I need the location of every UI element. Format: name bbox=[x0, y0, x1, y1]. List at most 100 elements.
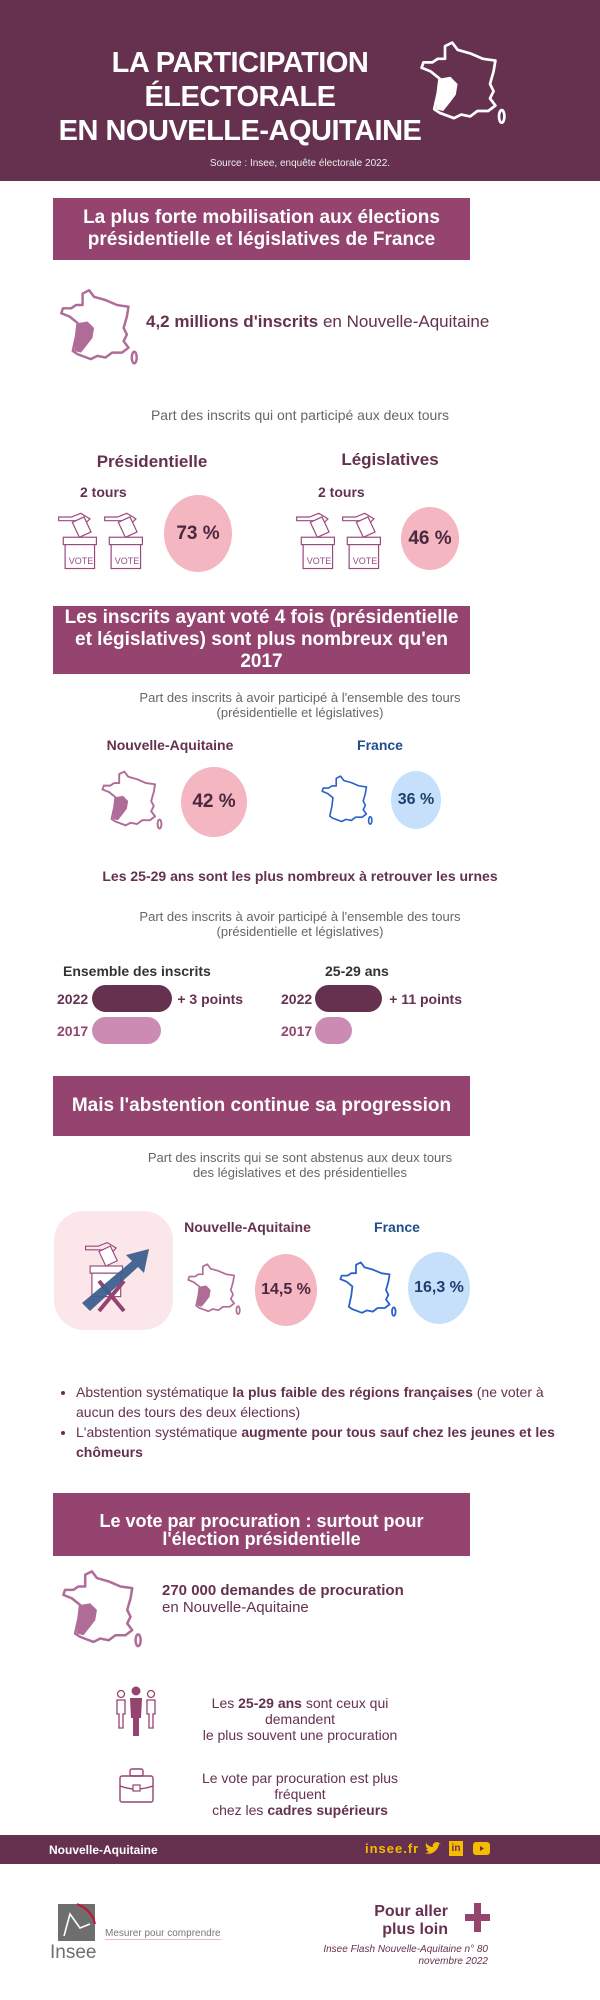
procuration-stat: 270 000 demandes de procuration en Nouvel… bbox=[162, 1582, 404, 1616]
ensemble-subtitle: Part des inscrits à avoir participé à l'… bbox=[0, 690, 600, 720]
na-ensemble-value: 42 % bbox=[181, 767, 247, 837]
france-map-icon bbox=[418, 30, 508, 138]
group-label: 25-29 ans bbox=[325, 963, 389, 979]
subtitle-line: Part des inscrits qui se sont abstenus a… bbox=[147, 1150, 453, 1165]
nouvelle-aquitaine-map-icon bbox=[58, 283, 140, 373]
header bbox=[0, 0, 600, 181]
bar-group-ensemble: Ensemble des inscrits 2022 + 3 points 201… bbox=[57, 963, 287, 1044]
presidentielle-value: 73 % bbox=[164, 495, 232, 572]
france-ensemble-value: 36 % bbox=[391, 771, 441, 829]
presidentielle-tours: 2 tours bbox=[80, 484, 127, 500]
abstention-rising-icon bbox=[82, 1242, 149, 1313]
abstention-subtitle: Part des inscrits qui se sont abstenus a… bbox=[0, 1150, 600, 1180]
bar-2017 bbox=[92, 1017, 161, 1044]
france-map-icon bbox=[320, 770, 374, 832]
bullet-bold: augmente pour tous sauf chez les jeunes … bbox=[76, 1424, 555, 1460]
legislatives-tours: 2 tours bbox=[318, 484, 365, 500]
ballot-box-icon: VOTE bbox=[293, 508, 339, 572]
svg-text:VOTE: VOTE bbox=[69, 556, 94, 566]
twitter-icon[interactable] bbox=[424, 1842, 441, 1857]
cadres-text: Le vote par procuration est plus fréquen… bbox=[201, 1770, 399, 1802]
inscrits-region: en Nouvelle-Aquitaine bbox=[318, 312, 490, 331]
svg-text:VOTE: VOTE bbox=[307, 556, 332, 566]
more-text: plus loin bbox=[382, 1921, 448, 1938]
section-banner-procuration: Le vote par procuration : surtout pour l… bbox=[53, 1493, 470, 1556]
ref-text: novembre 2022 bbox=[418, 1956, 489, 1967]
ballot-box-icon: VOTE bbox=[339, 508, 385, 572]
ballot-box-icon: VOTE bbox=[101, 508, 147, 572]
section-banner-mobilisation: La plus forte mobilisation aux élections… bbox=[53, 198, 470, 260]
ref-text: Insee Flash Nouvelle-Aquitaine n° 80 bbox=[323, 1944, 488, 1955]
ballot-box-icon: VOTE bbox=[55, 508, 101, 572]
bar-2022 bbox=[92, 985, 173, 1012]
more-text: Pour aller bbox=[374, 1903, 448, 1920]
section-banner-abstention: Mais l'abstention continue sa progressio… bbox=[53, 1076, 470, 1136]
subtitle-line: des législatives et des présidentielles bbox=[193, 1165, 407, 1180]
headline-25-29: Les 25-29 ans sont les plus nombreux à r… bbox=[102, 868, 498, 884]
subtitle-line: Part des inscrits à avoir participé à l'… bbox=[139, 690, 461, 705]
year-label: 2022 bbox=[281, 990, 313, 1007]
na-label: Nouvelle-Aquitaine bbox=[106, 737, 234, 753]
inscrits-count: 4,2 millions d'inscrits bbox=[146, 312, 319, 331]
cadres-stat: Le vote par procuration est plus fréquen… bbox=[175, 1770, 425, 1818]
people-icon bbox=[116, 1686, 156, 1736]
age-text: sont ceux qui demandent bbox=[264, 1695, 389, 1727]
inscrits-stat: 4,2 millions d'inscrits en Nouvelle-Aqui… bbox=[146, 312, 489, 332]
svg-text:VOTE: VOTE bbox=[115, 556, 140, 566]
bullet-bold: la plus faible des régions françaises bbox=[232, 1384, 473, 1400]
footer-region: Nouvelle-Aquitaine bbox=[49, 1843, 158, 1857]
abstention-icon-box bbox=[54, 1211, 173, 1330]
bullet-text: (ne voter à aucun des tours des deux éle… bbox=[76, 1384, 544, 1420]
insee-link[interactable]: insee.fr bbox=[365, 1841, 420, 1856]
linkedin-icon[interactable]: in bbox=[449, 1841, 463, 1856]
footer-bar bbox=[0, 1835, 600, 1864]
bar-group-25-29: 25-29 ans 2022 + 11 points 2017 bbox=[281, 963, 511, 1044]
france-abstention-value: 16,3 % bbox=[408, 1252, 470, 1324]
subtitle-line: (présidentielle et législatives) bbox=[216, 705, 384, 720]
bullet-text: Abstention systématique bbox=[76, 1384, 233, 1400]
bullet-item: L'abstention systématique augmente pour … bbox=[76, 1422, 562, 1462]
svg-text:VOTE: VOTE bbox=[353, 556, 378, 566]
age-stat: Les 25-29 ans sont ceux qui demandent le … bbox=[180, 1695, 420, 1743]
age-text: Les bbox=[211, 1695, 239, 1711]
delta-label: + 11 points bbox=[389, 990, 462, 1007]
bullet-item: Abstention systématique la plus faible d… bbox=[76, 1382, 562, 1422]
briefcase-icon bbox=[119, 1768, 154, 1803]
participation-subtitle: Part des inscrits qui ont participé aux … bbox=[150, 407, 450, 423]
nouvelle-aquitaine-map-icon bbox=[60, 1566, 144, 1654]
pour-aller-plus-loin-link[interactable]: Pour aller plus loin bbox=[360, 1903, 448, 1939]
year-label: 2017 bbox=[281, 1022, 313, 1039]
cadres-text: chez les bbox=[212, 1802, 268, 1818]
insee-tagline: Mesurer pour comprendre bbox=[105, 1928, 221, 1940]
year-label: 2022 bbox=[57, 990, 89, 1007]
title-line-1: LA PARTICIPATION ÉLECTORALE bbox=[111, 47, 369, 113]
youtube-icon[interactable] bbox=[473, 1842, 490, 1855]
publication-reference: Insee Flash Nouvelle-Aquitaine n° 80 nove… bbox=[288, 1944, 488, 1968]
presidentielle-label: Présidentielle bbox=[96, 452, 208, 471]
abstention-bullets: Abstention systématique la plus faible d… bbox=[62, 1382, 562, 1462]
subtitle-line: (présidentielle et législatives) bbox=[216, 924, 384, 939]
france-label: France bbox=[374, 1219, 420, 1235]
france-map-icon bbox=[338, 1259, 398, 1321]
nouvelle-aquitaine-map-icon bbox=[186, 1260, 242, 1320]
bar-2022 bbox=[315, 985, 383, 1012]
cadres-bold: cadres supérieurs bbox=[267, 1802, 388, 1818]
nouvelle-aquitaine-map-icon bbox=[100, 765, 164, 837]
legislatives-value: 46 % bbox=[401, 507, 459, 570]
age-bold: 25-29 ans bbox=[238, 1695, 302, 1711]
bullet-text: L'abstention systématique bbox=[76, 1424, 242, 1440]
svg-text:Insee: Insee bbox=[50, 1942, 96, 1960]
subtitle-line: Part des inscrits à avoir participé à l'… bbox=[139, 909, 461, 924]
section-banner-4-fois: Les inscrits ayant voté 4 fois (présiden… bbox=[53, 606, 470, 674]
procuration-count: 270 000 demandes de procuration bbox=[162, 1582, 404, 1599]
page-title: LA PARTICIPATION ÉLECTORALE EN NOUVELLE-A… bbox=[30, 46, 450, 148]
insee-logo: Insee bbox=[50, 1903, 96, 1960]
title-line-2: EN NOUVELLE-AQUITAINE bbox=[58, 115, 422, 147]
na-abstention-value: 14,5 % bbox=[255, 1254, 317, 1326]
legislatives-label: Législatives bbox=[341, 450, 439, 469]
procuration-region: en Nouvelle-Aquitaine bbox=[162, 1599, 309, 1616]
group-label: Ensemble des inscrits bbox=[63, 963, 211, 979]
na-label: Nouvelle-Aquitaine bbox=[184, 1219, 311, 1235]
plus-icon[interactable] bbox=[465, 1903, 490, 1932]
age-text: le plus souvent une procuration bbox=[202, 1727, 398, 1743]
